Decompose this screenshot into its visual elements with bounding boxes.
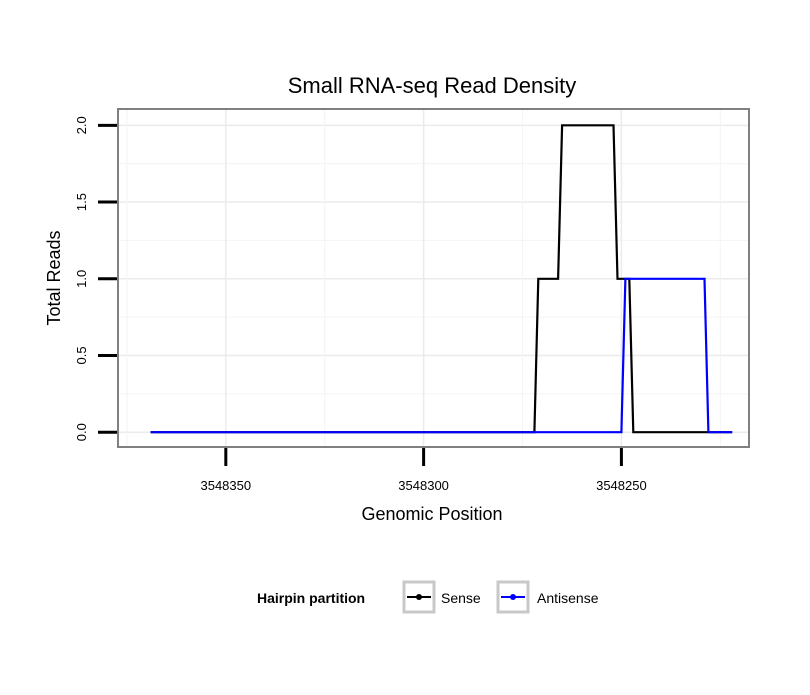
y-tick-label: 1.0: [74, 270, 89, 288]
legend-marker-sense: [416, 594, 422, 600]
series-line-sense: [150, 124, 733, 434]
legend-marker-antisense: [510, 594, 516, 600]
y-tick-label: 2.0: [74, 116, 89, 134]
plot-border: [117, 108, 750, 448]
legend-label-antisense: Antisense: [537, 590, 599, 606]
grid: [119, 110, 748, 446]
series-line-antisense: [150, 277, 733, 434]
x-tick-label: 3548250: [596, 478, 647, 493]
y-tick-label: 0.5: [74, 346, 89, 364]
x-tick-label: 3548350: [200, 478, 251, 493]
legend-item-sense: Sense: [402, 580, 481, 614]
legend: Hairpin partition Sense Antisense: [257, 580, 599, 614]
x-tick-label: 3548300: [398, 478, 449, 493]
chart-title: Small RNA-seq Read Density: [288, 73, 577, 98]
legend-label-sense: Sense: [441, 590, 481, 606]
series-layer: [150, 124, 733, 434]
axes: 0.0 0.5 1.0 1.5 2.0 3548350 3548300 3548250: [74, 116, 647, 493]
y-axis-title: Total Reads: [44, 230, 64, 325]
y-tick-label: 1.5: [74, 193, 89, 211]
legend-item-antisense: Antisense: [496, 580, 599, 614]
legend-title: Hairpin partition: [257, 590, 365, 606]
x-axis-title: Genomic Position: [361, 504, 502, 524]
y-tick-label: 0.0: [74, 423, 89, 441]
